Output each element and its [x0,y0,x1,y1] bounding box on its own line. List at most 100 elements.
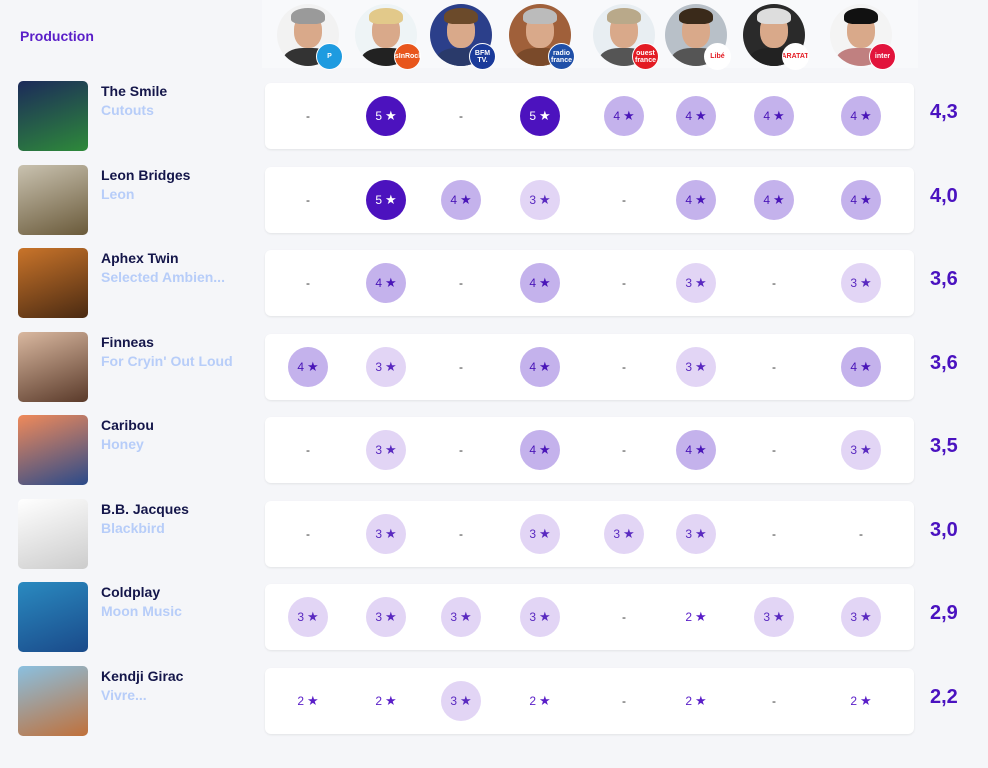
rating-cell: 4 ★ [676,96,716,136]
album-cover[interactable] [18,582,88,652]
rating-cell: - [604,597,644,637]
album-cover[interactable] [18,164,88,235]
rating-cell: - [754,514,794,554]
star-icon: ★ [695,358,707,374]
rating-cell: - [754,263,794,303]
album-row[interactable]: The Smile Cutouts -5 ★ -5 ★ 4 ★ 4 ★ 4 ★ 4 ★ 4,3 [0,81,988,153]
outlet-logo-badge: inter [869,43,896,70]
artist-name[interactable]: Coldplay [101,584,161,600]
rating-value: 3 [375,359,383,374]
critic-avatar[interactable]: P [277,4,343,70]
rating-value: - [459,443,463,457]
rating-cell: - [754,681,794,721]
rating-value: - [772,443,776,457]
star-icon: ★ [695,609,707,624]
artist-name[interactable]: Leon Bridges [101,166,191,183]
rating-cell: 4 ★ [676,430,716,470]
album-title[interactable]: Leon [101,185,135,202]
rating-value: - [622,693,626,708]
rating-cell: 4 ★ [754,96,794,136]
album-title[interactable]: For Cryin' Out Loud [101,352,233,369]
album-title[interactable]: Selected Ambien... [101,269,225,285]
rating-value: 3 [297,610,305,624]
critic-avatar[interactable]: Libé [665,4,731,70]
ratings-card: 2 ★ 2 ★ 3 ★ 2 ★ -2 ★ -2 ★ [265,667,914,734]
critic-avatar[interactable]: TARATATA [743,4,809,70]
rating-value: 4 [450,192,458,207]
album-title[interactable]: Vivre... [101,686,147,703]
rating-value: - [622,359,626,374]
star-icon: ★ [539,108,551,123]
album-cover[interactable] [18,331,88,402]
outlet-logo-badge: BFM TV. [469,43,496,70]
rating-value: 4 [763,109,771,123]
rating-cell: 5 ★ [366,179,406,220]
critic-photo [277,4,339,66]
star-icon: ★ [860,692,872,708]
album-cover[interactable] [18,81,88,151]
album-row[interactable]: Kendji Girac Vivre... 2 ★ 2 ★ 3 ★ 2 ★ -2 ★ -2 ★ 2,2 [0,665,988,738]
artist-name[interactable]: The Smile [101,83,168,99]
rating-cell: 3 ★ [441,680,481,721]
rating-cell: 2 ★ [676,597,716,637]
star-icon: ★ [860,191,872,207]
album-title[interactable]: Honey [101,436,144,452]
outlet-logo-badge: radio france [548,43,575,70]
star-icon: ★ [460,692,472,708]
artist-name[interactable]: Aphex Twin [101,250,179,266]
album-title[interactable]: Cutouts [101,102,154,118]
rating-value: - [306,109,310,123]
section-title: Production [20,28,94,44]
rating-cell: 3 ★ [520,513,560,554]
rating-cell: - [441,347,481,387]
rating-cell: 4 ★ [841,96,881,136]
album-row[interactable]: Coldplay Moon Music 3 ★ 3 ★ 3 ★ 3 ★ -2 ★ 3 ★ 3 ★ 2,9 [0,582,988,654]
outlet-logo-badge: TARATATA [782,43,809,70]
artist-name[interactable]: Finneas [101,333,154,350]
star-icon: ★ [385,108,397,123]
artist-name[interactable]: B.B. Jacques [101,500,189,517]
average-score: 3,6 [930,351,958,374]
album-title[interactable]: Blackbird [101,519,165,536]
outlet-logo-badge: ouest france [632,43,659,70]
rating-cell: 2 ★ [676,681,716,721]
rating-value: 3 [375,443,383,457]
rating-value: 2 [297,693,305,708]
album-cover[interactable] [18,415,88,485]
album-cover[interactable] [18,665,88,736]
rating-cell: 2 ★ [288,681,328,721]
rating-cell: 3 ★ [676,346,716,387]
rating-cell: - [604,180,644,220]
critic-avatar[interactable]: ouest france [593,4,659,70]
critic-avatar[interactable]: radio france [509,4,575,70]
star-icon: ★ [460,609,472,624]
album-title[interactable]: Moon Music [101,603,182,619]
star-icon: ★ [860,275,872,290]
rating-value: 4 [850,359,858,374]
outlet-logo-badge: lesInRocks [394,43,421,70]
album-row[interactable]: Aphex Twin Selected Ambien... -4 ★ -4 ★ -3 ★ -… [0,248,988,320]
album-cover[interactable] [18,248,88,318]
rating-cell: 4 ★ [676,179,716,220]
artist-name[interactable]: Kendji Girac [101,667,184,684]
rating-value: 4 [763,192,771,207]
album-row[interactable]: Leon Bridges Leon -5 ★ 4 ★ 3 ★ -4 ★ 4 ★ 4 ★ 4,0 [0,164,988,237]
star-icon: ★ [695,525,707,541]
star-icon: ★ [385,525,397,541]
rating-value: - [772,693,776,708]
rating-value: 2 [375,693,383,708]
rating-cell: 3 ★ [288,597,328,637]
star-icon: ★ [385,358,397,374]
album-row[interactable]: Caribou Honey -3 ★ -4 ★ -4 ★ -3 ★ 3,5 [0,415,988,487]
critic-avatar[interactable]: lesInRocks [355,4,421,70]
album-row[interactable]: Finneas For Cryin' Out Loud 4 ★ 3 ★ -4 ★ -3 ★ -4… [0,331,988,404]
ratings-card: -5 ★ -5 ★ 4 ★ 4 ★ 4 ★ 4 ★ [265,83,914,149]
star-icon: ★ [695,191,707,207]
critic-avatar[interactable]: BFM TV. [430,4,496,70]
rating-cell: - [604,263,644,303]
album-row[interactable]: B.B. Jacques Blackbird -3 ★ -3 ★ 3 ★ 3 ★ - - 3,0 [0,498,988,571]
critic-avatar[interactable]: inter [830,4,896,70]
album-cover[interactable] [18,498,88,569]
artist-name[interactable]: Caribou [101,417,154,433]
star-icon: ★ [385,692,397,708]
